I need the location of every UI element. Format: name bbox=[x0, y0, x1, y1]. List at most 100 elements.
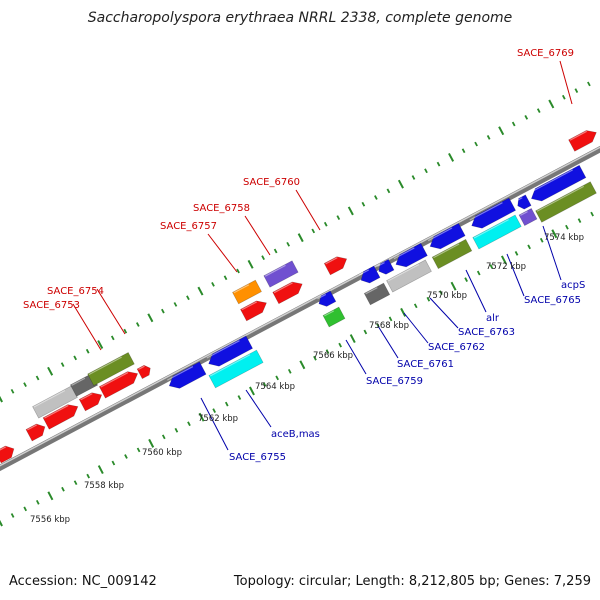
gene-olive-acps bbox=[535, 181, 597, 223]
gene-blue-6765-shape bbox=[517, 194, 532, 210]
outer-ring-tick bbox=[361, 201, 366, 207]
tick-label-7558: 7558 kbp bbox=[84, 481, 124, 491]
gene-blue-ace bbox=[206, 335, 253, 367]
gene-blue-6763-shine bbox=[427, 227, 453, 242]
gene-gray-6762-shine bbox=[387, 264, 420, 282]
gene-olive-alr-shine bbox=[433, 243, 460, 259]
gene-blue-ace-shine bbox=[206, 340, 240, 359]
callout-sace-6758 bbox=[244, 215, 271, 256]
tick-label-7564: 7564 kbp bbox=[255, 382, 295, 392]
gene-label-sace-6757: SACE_6757 bbox=[160, 221, 217, 232]
outer-ring-tick bbox=[197, 286, 204, 296]
gene-red-c-shine bbox=[80, 393, 93, 401]
gene-red-e-shape bbox=[136, 364, 151, 380]
gene-olive-a-shape bbox=[87, 352, 135, 386]
callout-sace-6759 bbox=[345, 339, 367, 375]
gene-red-b-shine bbox=[44, 404, 69, 419]
inner-ring-tick bbox=[136, 447, 141, 453]
inner-ring-tick bbox=[249, 386, 255, 396]
outer-ring-tick bbox=[236, 268, 240, 274]
inner-ring-tick bbox=[10, 513, 15, 518]
gene-blue-6761b bbox=[377, 259, 395, 275]
outer-ring-tick bbox=[311, 228, 316, 234]
outer-ring-tick bbox=[161, 308, 165, 314]
inner-tick-ring bbox=[0, 211, 594, 527]
gene-label-sace-6762: SACE_6762 bbox=[428, 342, 485, 353]
inner-ring-tick bbox=[124, 454, 128, 459]
outer-ring-tick bbox=[261, 255, 265, 261]
inner-ring-tick bbox=[97, 465, 104, 475]
gene-label-aceb-mas: aceB,mas bbox=[271, 429, 320, 440]
genome-backbone-highlight bbox=[0, 146, 600, 467]
gene-blue-small-shape bbox=[318, 290, 337, 307]
gene-dgray-6761-shape bbox=[363, 282, 391, 306]
outer-ring-tick bbox=[35, 375, 40, 381]
gene-sace-6755-shape bbox=[168, 361, 207, 389]
gene-red-b-shape bbox=[42, 404, 79, 430]
gene-purple-6765 bbox=[518, 208, 538, 226]
callout-sace-6760 bbox=[295, 189, 321, 231]
gene-blue-alr-shine bbox=[469, 202, 503, 221]
outer-ring-tick bbox=[173, 302, 178, 307]
gene-features bbox=[0, 130, 597, 464]
inner-ring-tick bbox=[590, 211, 594, 217]
outer-ring-tick bbox=[561, 94, 566, 100]
inner-ring-tick bbox=[174, 427, 179, 433]
gene-gray-6762 bbox=[386, 259, 432, 293]
outer-ring-tick bbox=[336, 215, 341, 220]
gene-red-c-shape bbox=[78, 392, 103, 412]
outer-ring-tick bbox=[524, 114, 529, 120]
outer-ring-tick bbox=[386, 188, 391, 194]
outer-ring-tick bbox=[297, 233, 304, 243]
gene-sace-6758-red-shine bbox=[273, 282, 293, 294]
outer-ring-tick bbox=[574, 88, 579, 93]
tick-label-7562: 7562 kbp bbox=[198, 414, 238, 424]
gene-blue-6765-shine bbox=[515, 197, 523, 202]
gene-sace-6759-shine bbox=[324, 310, 335, 317]
gene-label-acps: acpS bbox=[561, 280, 585, 291]
inner-ring-tick bbox=[262, 382, 267, 387]
tick-label-group: 7556 kbp 7558 kbp 7560 kbp 7562 kbp 7564… bbox=[30, 233, 584, 525]
outer-ring-tick bbox=[97, 340, 104, 349]
inner-ring-tick bbox=[426, 296, 431, 302]
gene-left-edge-red-shine bbox=[0, 446, 7, 453]
inner-ring-tick bbox=[111, 460, 116, 466]
gene-sace-6757-shape bbox=[240, 300, 267, 322]
outer-ring-tick bbox=[223, 275, 228, 281]
gene-olive-alr bbox=[431, 238, 473, 270]
gene-label-sace-6755: SACE_6755 bbox=[229, 452, 286, 463]
gene-label-sace-6753: SACE_6753 bbox=[23, 300, 80, 311]
gene-blue-6763 bbox=[427, 222, 466, 250]
gene-blue-6763-shape bbox=[429, 222, 466, 250]
inner-ring-tick bbox=[237, 395, 242, 400]
outer-ring-tick bbox=[587, 81, 591, 87]
gene-gray-a bbox=[32, 385, 78, 419]
callout-sace-6753 bbox=[72, 303, 102, 351]
genome-summary-text: Topology: circular; Length: 8,212,805 bp… bbox=[233, 574, 591, 589]
tick-label-7556: 7556 kbp bbox=[30, 515, 70, 525]
gene-blue-alr-shape bbox=[471, 197, 516, 229]
tick-label-7560: 7560 kbp bbox=[142, 448, 182, 458]
gene-gray-a-shine bbox=[33, 390, 66, 408]
gene-blue-6761a-shape bbox=[360, 265, 381, 284]
inner-ring-tick bbox=[565, 224, 569, 230]
inner-ring-tick bbox=[35, 499, 40, 505]
gene-red-c bbox=[78, 392, 103, 412]
gene-acebmas-shape bbox=[208, 349, 264, 389]
outer-ring-tick bbox=[436, 161, 441, 167]
gene-sace-6758 bbox=[263, 260, 299, 288]
gene-red-a-shape bbox=[25, 423, 46, 442]
genome-backbone bbox=[0, 145, 600, 472]
gene-blue-6762-shape bbox=[395, 242, 428, 268]
gene-olive-alr-shape bbox=[431, 238, 473, 270]
outer-ring-tick bbox=[498, 126, 505, 136]
inner-ring-tick bbox=[161, 434, 166, 440]
inner-ring-tick bbox=[577, 218, 582, 224]
callout-sace-6765 bbox=[506, 253, 525, 297]
gene-gray-a-shape bbox=[32, 385, 78, 419]
gene-label-sace-6759: SACE_6759 bbox=[366, 376, 423, 387]
inner-ring-tick bbox=[224, 401, 229, 407]
inner-ring-tick bbox=[400, 307, 407, 317]
outer-ring-tick bbox=[147, 313, 154, 323]
